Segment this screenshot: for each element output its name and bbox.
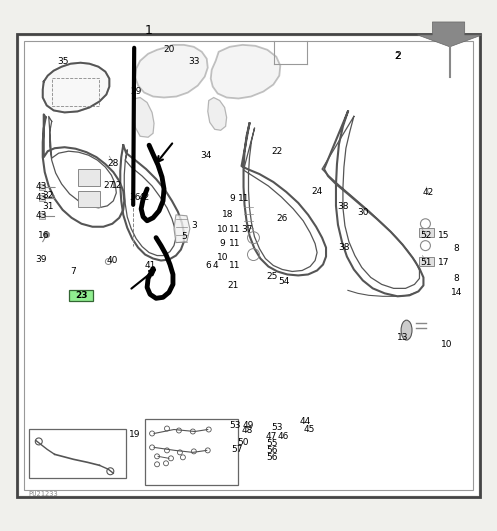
Text: 12: 12 [111,182,122,191]
Text: 10: 10 [217,225,229,234]
Polygon shape [174,215,190,243]
Text: 29: 29 [131,87,142,96]
Text: 53: 53 [229,421,241,430]
Text: 57: 57 [231,445,243,454]
Text: 49: 49 [243,421,254,430]
Text: 21: 21 [227,281,238,290]
Text: 46: 46 [278,432,289,441]
Text: 11: 11 [229,261,241,270]
Text: 36: 36 [129,193,141,202]
Text: 24: 24 [312,187,323,196]
FancyBboxPatch shape [39,184,45,190]
Text: 19: 19 [129,430,141,439]
Text: 26: 26 [277,215,288,223]
Text: 8: 8 [453,244,459,253]
Ellipse shape [401,320,412,340]
Text: 51: 51 [420,258,432,267]
Polygon shape [211,45,280,99]
Text: 40: 40 [107,256,118,265]
Text: 50: 50 [238,438,249,447]
FancyBboxPatch shape [39,195,45,201]
Text: 22: 22 [272,147,283,156]
Text: 23: 23 [75,292,87,301]
Text: 39: 39 [35,255,47,264]
Text: 27: 27 [104,182,115,191]
Bar [78,191,100,207]
Text: 47: 47 [266,432,277,441]
Text: 37: 37 [242,225,253,234]
Text: 38: 38 [338,243,350,252]
Text: 10: 10 [440,339,452,348]
Text: 56: 56 [266,453,278,462]
Text: 16: 16 [38,231,50,240]
Text: 45: 45 [304,425,315,434]
Polygon shape [133,98,154,138]
Text: 18: 18 [222,210,234,219]
Text: 5: 5 [181,232,187,241]
Polygon shape [43,63,109,113]
Polygon shape [417,22,482,47]
Text: 15: 15 [437,231,449,240]
Bar [145,418,238,485]
Text: 4: 4 [213,261,219,270]
Bar [69,290,93,301]
Text: 42: 42 [139,193,150,202]
Text: 13: 13 [397,332,409,341]
Text: 2: 2 [394,51,401,61]
Text: 3: 3 [191,221,197,230]
Text: 38: 38 [337,202,349,211]
Text: 35: 35 [57,57,69,66]
Text: 55: 55 [266,439,278,448]
Text: 42: 42 [423,189,434,198]
Text: PU21233: PU21233 [29,491,59,497]
Text: 30: 30 [357,208,369,217]
Bar [419,256,434,266]
Text: 6: 6 [206,261,212,270]
Text: 9: 9 [230,194,236,203]
Text: 43: 43 [35,193,46,202]
Text: 43: 43 [35,183,46,192]
Text: 32: 32 [42,191,53,200]
Text: 25: 25 [267,272,278,281]
Bar [29,429,126,478]
Polygon shape [208,98,227,130]
Bar [419,228,434,237]
Text: 14: 14 [451,288,462,297]
Text: 11: 11 [238,194,249,203]
Text: 11: 11 [229,225,241,234]
Text: 17: 17 [437,258,449,267]
Text: 20: 20 [164,45,174,54]
Text: 53: 53 [271,423,283,432]
Polygon shape [135,45,208,98]
Text: 11: 11 [229,239,241,248]
FancyBboxPatch shape [39,213,45,219]
Text: 9: 9 [220,239,226,248]
Text: 1: 1 [145,24,153,37]
Text: 33: 33 [188,57,200,66]
Text: 28: 28 [108,159,119,168]
Text: 52: 52 [421,231,432,240]
Text: 54: 54 [279,277,290,286]
Circle shape [44,232,50,238]
Bar [78,169,100,186]
Text: 44: 44 [300,417,311,426]
Text: 48: 48 [242,426,253,435]
Text: 7: 7 [71,267,77,276]
Text: 43: 43 [35,211,46,220]
Text: 34: 34 [200,151,211,160]
Text: 31: 31 [42,202,54,211]
Text: 2: 2 [395,52,401,61]
Text: 10: 10 [217,253,229,262]
Text: 41: 41 [145,261,156,270]
Text: 8: 8 [453,274,459,283]
Text: 56: 56 [266,446,278,455]
